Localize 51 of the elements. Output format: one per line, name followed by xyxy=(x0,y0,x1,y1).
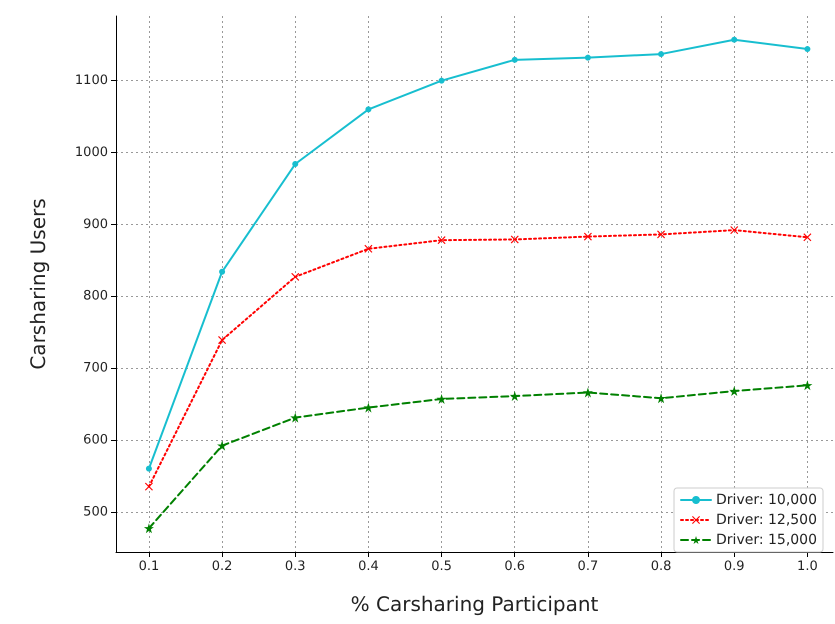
point xyxy=(292,161,298,168)
point xyxy=(217,440,228,451)
point xyxy=(144,482,153,491)
point xyxy=(365,106,372,112)
point xyxy=(290,412,300,423)
legend-label: Driver: 15,000 xyxy=(716,532,818,548)
x-tick-label: 0.1 xyxy=(138,559,160,574)
y-tick-label: 800 xyxy=(83,288,108,304)
point xyxy=(144,523,154,534)
x-tick-label: 0.3 xyxy=(284,559,306,574)
point xyxy=(510,391,520,402)
point xyxy=(729,386,740,396)
point xyxy=(731,36,738,43)
y-tick-label: 900 xyxy=(83,216,108,232)
point xyxy=(584,232,592,241)
x-tick-label: 0.4 xyxy=(358,559,379,574)
point xyxy=(363,402,374,413)
point xyxy=(364,244,372,253)
point xyxy=(730,226,738,234)
x-tick-label: 0.8 xyxy=(650,559,672,574)
point xyxy=(291,272,300,281)
x-axis-title: % Carsharing Participant xyxy=(350,592,599,616)
point xyxy=(803,233,812,242)
point xyxy=(512,56,518,63)
point xyxy=(510,235,519,244)
x-tick-label: 0.9 xyxy=(724,559,745,574)
y-tick-label: 500 xyxy=(83,504,108,520)
point xyxy=(438,236,446,244)
y-tick-label: 600 xyxy=(83,432,108,448)
point xyxy=(804,46,810,52)
legend-label: Driver: 10,000 xyxy=(716,492,818,508)
point xyxy=(657,230,666,238)
point xyxy=(146,466,152,472)
y-tick-label: 700 xyxy=(83,360,108,376)
y-tick-label: 1000 xyxy=(74,145,108,160)
point xyxy=(219,268,226,275)
y-axis-title: Carsharing Users xyxy=(26,198,50,370)
point xyxy=(582,387,593,398)
point xyxy=(658,51,664,58)
x-tick-label: 0.2 xyxy=(212,559,232,574)
x-tick-label: 1.0 xyxy=(797,559,818,574)
x-tick-label: 0.6 xyxy=(504,559,526,574)
x-tick-label: 0.5 xyxy=(431,559,452,574)
point xyxy=(436,394,447,404)
point xyxy=(438,78,445,84)
legend-label: Driver: 12,500 xyxy=(716,512,818,528)
point xyxy=(218,336,226,344)
point xyxy=(584,54,591,61)
x-tick-label: 0.7 xyxy=(578,559,598,574)
y-tick-label: 1100 xyxy=(74,73,108,88)
point xyxy=(802,380,812,390)
